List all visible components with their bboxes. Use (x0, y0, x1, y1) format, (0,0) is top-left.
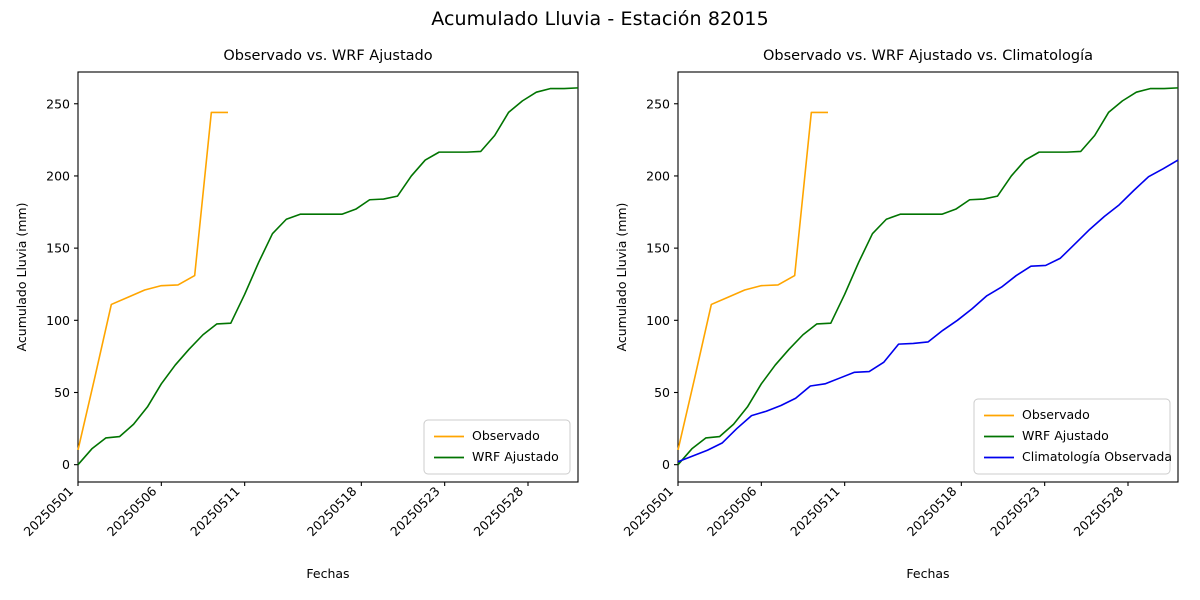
x-tick-label: 20250511 (187, 484, 243, 540)
axes-frame-right (677, 71, 1179, 483)
x-tick-label: 20250528 (1071, 483, 1127, 539)
y-tick-label: 150 (646, 241, 670, 256)
subplot-title-right: Observado vs. WRF Ajustado vs. Climatolo… (763, 48, 1093, 64)
y-tick-label: 250 (646, 96, 670, 111)
x-tick-label: 20250506 (704, 483, 760, 539)
y-tick-label: 200 (46, 168, 70, 183)
legend-label-0: Observado (1022, 407, 1090, 422)
x-tick-label: 20250511 (787, 484, 843, 540)
subplot-title-left: Observado vs. WRF Ajustado (223, 48, 432, 64)
y-tick-label: 150 (46, 241, 70, 256)
x-tick-label: 20250506 (104, 483, 160, 539)
legend-label-1: WRF Ajustado (472, 449, 559, 464)
x-axis-label-right: Fechas (906, 566, 949, 581)
legend-label-2: Climatología Observada (1022, 449, 1172, 464)
y-tick-label: 50 (654, 385, 670, 400)
x-tick-label: 20250523 (987, 484, 1043, 540)
y-tick-label: 100 (46, 313, 70, 328)
y-axis-label-right: Acumulado Lluvia (mm) (614, 203, 629, 352)
y-tick-label: 0 (662, 457, 670, 472)
series-line-observado (77, 111, 228, 451)
legend-right[interactable]: Observado WRF Ajustado Climatología Observ… (973, 398, 1172, 475)
y-axis-label-left: Acumulado Lluvia (mm) (14, 203, 29, 352)
subplot-right: Observado vs. WRF Ajustado vs. Climatolo… (614, 48, 1179, 581)
x-tick-label: 20250518 (904, 483, 960, 539)
x-tick-label: 20250528 (471, 483, 527, 539)
legend-label-0: Observado (472, 428, 540, 443)
subplot-left: Observado vs. WRF Ajustado 0 50 100 150 200 25… (14, 48, 579, 581)
series-line-wrf-ajustado (77, 87, 579, 466)
series-line-wrf-ajustado (677, 87, 1179, 466)
y-tick-label: 250 (46, 96, 70, 111)
x-tick-label: 20250501 (621, 484, 677, 540)
x-tick-label: 20250501 (21, 484, 77, 540)
legend-box (423, 419, 571, 475)
x-axis-label-left: Fechas (306, 566, 349, 581)
y-tick-label: 50 (54, 385, 70, 400)
series-line-climatolog-a-observada (677, 159, 1179, 463)
y-tick-label: 200 (646, 168, 670, 183)
figure-suptitle: Acumulado Lluvia - Estación 82015 (431, 8, 769, 30)
legend-label-1: WRF Ajustado (1022, 428, 1109, 443)
x-tick-label: 20250523 (387, 484, 443, 540)
x-tick-label: 20250518 (304, 483, 360, 539)
series-line-observado (677, 111, 828, 451)
legend-left[interactable]: Observado WRF Ajustado (423, 419, 571, 475)
axes-frame-left (77, 71, 579, 483)
y-tick-label: 0 (62, 457, 70, 472)
legend-box (973, 398, 1171, 475)
y-tick-label: 100 (646, 313, 670, 328)
